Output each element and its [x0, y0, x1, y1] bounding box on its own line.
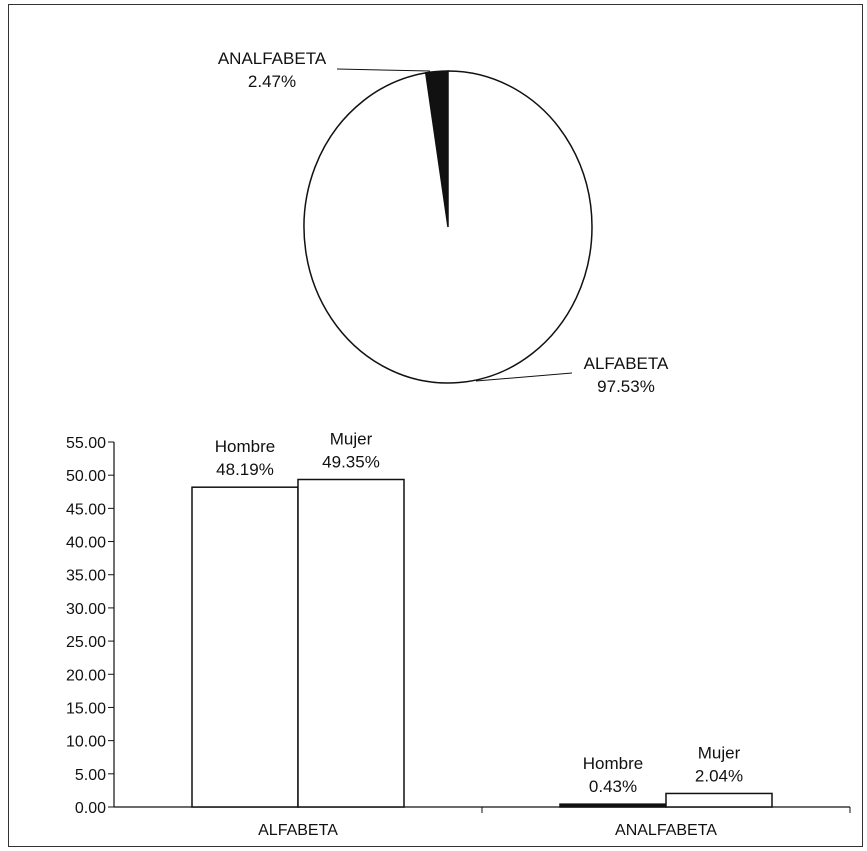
y-tick-label: 0.00 — [75, 800, 106, 817]
y-tick-label: 5.00 — [75, 767, 106, 784]
y-tick-label: 55.00 — [66, 435, 106, 452]
bar-analfabeta-mujer — [665, 792, 773, 808]
y-tick-label: 30.00 — [66, 601, 106, 618]
x-tick-label-analfabeta: ANALFABETA — [615, 822, 717, 839]
y-tick-label: 35.00 — [66, 568, 106, 585]
y-tick-label: 45.00 — [66, 501, 106, 518]
bar-chart: 0.00 5.00 10.00 15.00 20.00 25.00 30.00 35.00 40… — [66, 429, 851, 839]
bar-series-label-hombre: Hombre — [215, 437, 275, 456]
bar-analfabeta-hombre — [559, 803, 667, 808]
bar-series-label-mujer: Mujer — [698, 743, 741, 762]
pie-leader-line-alfabeta — [475, 372, 573, 382]
pie-slice-alfabeta — [303, 70, 593, 384]
chart-frame — [8, 4, 863, 847]
bar-series-label-mujer: Mujer — [330, 429, 373, 448]
bar-value-label: 0.43% — [589, 777, 637, 796]
pie-value-analfabeta: 2.47% — [248, 72, 296, 91]
pie-value-alfabeta: 97.53% — [597, 377, 655, 396]
bar-value-label: 48.19% — [216, 460, 274, 479]
y-tick-label: 25.00 — [66, 634, 106, 651]
y-tick-label: 40.00 — [66, 535, 106, 552]
pie-label-alfabeta: ALFABETA — [584, 354, 669, 373]
y-tick-label: 50.00 — [66, 468, 106, 485]
pie-chart: ANALFABETA 2.47% ALFABETA 97.53% — [218, 49, 669, 396]
pie-label-analfabeta: ANALFABETA — [218, 49, 327, 68]
bar-series-label-hombre: Hombre — [583, 754, 643, 773]
bar-value-label: 2.04% — [695, 766, 743, 785]
y-tick-label: 15.00 — [66, 700, 106, 717]
y-tick-label: 20.00 — [66, 667, 106, 684]
pie-leader-line-analfabeta — [336, 68, 431, 72]
y-tick-label: 10.00 — [66, 734, 106, 751]
bar-alfabeta-mujer — [297, 478, 405, 808]
bar-value-label: 49.35% — [322, 452, 380, 471]
x-tick-label-alfabeta: ALFABETA — [258, 822, 338, 839]
bar-alfabeta-hombre — [191, 486, 299, 808]
